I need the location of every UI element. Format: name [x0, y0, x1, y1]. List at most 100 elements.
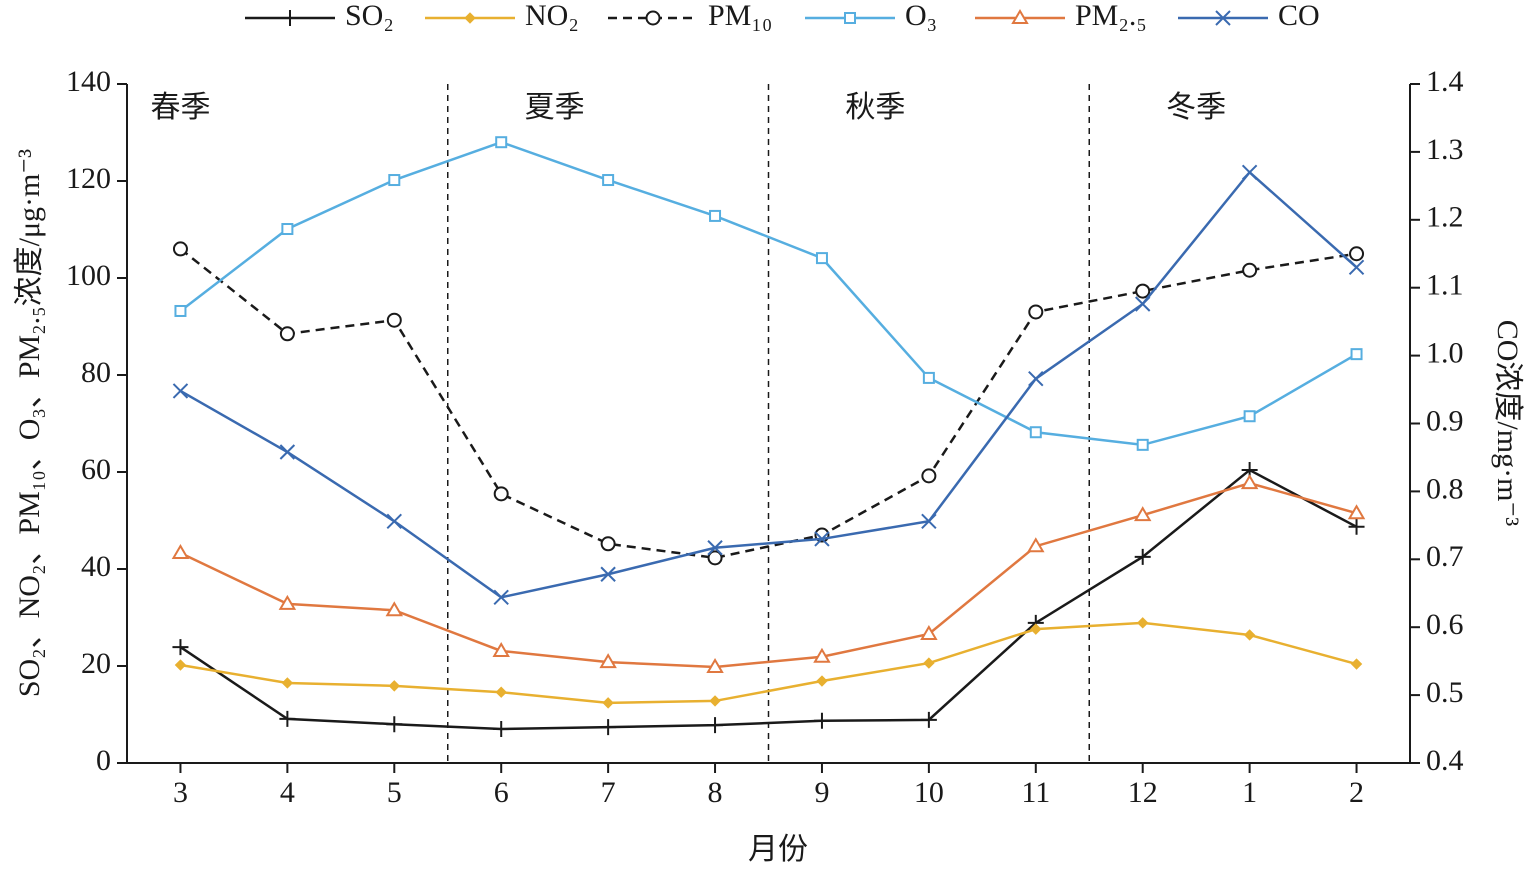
marker	[707, 717, 724, 734]
marker	[1215, 10, 1231, 26]
y2-tick-label: 0.6	[1426, 608, 1464, 641]
marker	[172, 241, 188, 257]
marker	[279, 326, 295, 342]
marker	[921, 513, 937, 529]
series-line	[179, 170, 1358, 599]
marker	[920, 711, 937, 728]
marker	[922, 371, 935, 384]
marker	[1348, 518, 1365, 535]
marker	[464, 12, 476, 24]
y2-tick-label: 1.3	[1426, 133, 1464, 166]
x-tick-label: 5	[387, 776, 402, 809]
marker	[816, 675, 828, 687]
x-tick-label: 2	[1349, 776, 1364, 809]
y2-tick-label: 0.7	[1426, 540, 1464, 573]
x-tick-label: 3	[173, 776, 188, 809]
marker	[645, 10, 661, 26]
marker	[172, 383, 189, 399]
marker	[1349, 246, 1365, 262]
season-label: 秋季	[845, 91, 905, 124]
legend-label: NO₂	[525, 0, 579, 32]
marker	[602, 174, 615, 187]
series-line	[179, 481, 1357, 669]
x-tick-label: 1	[1242, 776, 1257, 809]
marker	[174, 304, 187, 317]
marker	[388, 174, 401, 187]
marker	[1028, 304, 1044, 320]
marker	[493, 486, 509, 502]
marker	[1028, 370, 1044, 387]
marker	[282, 10, 298, 26]
marker	[1030, 623, 1042, 635]
x-tick-label: 8	[708, 776, 723, 809]
marker	[707, 550, 723, 566]
marker	[1137, 617, 1149, 629]
marker	[281, 223, 294, 236]
x-tick-label: 9	[814, 776, 829, 809]
marker	[1243, 410, 1256, 423]
marker	[388, 680, 400, 692]
legend-label: PM₂.₅	[1075, 0, 1147, 32]
marker	[709, 209, 722, 222]
marker	[1243, 629, 1256, 641]
marker	[1027, 537, 1045, 553]
y2-tick-label: 0.9	[1426, 404, 1464, 437]
marker	[599, 653, 617, 669]
x-axis-label: 月份	[748, 833, 808, 866]
x-tick-label: 10	[914, 776, 944, 809]
marker	[1029, 426, 1042, 439]
y2-tick-label: 1.2	[1426, 201, 1464, 234]
marker	[921, 468, 937, 484]
season-label: 冬季	[1166, 91, 1226, 124]
marker	[492, 641, 510, 657]
marker	[709, 695, 721, 707]
marker	[174, 659, 187, 671]
legend-label: PM₁₀	[708, 0, 772, 32]
y-tick-label: 20	[81, 647, 111, 680]
marker	[386, 312, 402, 328]
x-tick-label: 11	[1021, 776, 1050, 809]
y-tick-label: 80	[81, 356, 111, 389]
marker	[706, 657, 724, 673]
y-tick-label: 0	[96, 744, 111, 777]
marker	[1135, 296, 1151, 312]
y-tick-label: 140	[66, 65, 111, 98]
y-tick-label: 100	[66, 259, 111, 292]
x-tick-label: 7	[601, 776, 616, 809]
marker	[1348, 259, 1365, 276]
marker	[495, 136, 508, 149]
marker	[1350, 348, 1363, 361]
marker	[1133, 506, 1152, 522]
marker	[707, 540, 723, 556]
marker	[172, 639, 189, 656]
marker	[600, 536, 616, 552]
marker	[813, 712, 830, 729]
y2-tick-label: 1.0	[1426, 336, 1464, 369]
marker	[920, 625, 938, 640]
marker	[1135, 283, 1151, 299]
marker	[279, 710, 296, 727]
y2-tick-label: 1.4	[1426, 65, 1464, 98]
marker	[493, 721, 510, 738]
legend-label: O₃	[905, 0, 937, 32]
marker	[923, 657, 935, 669]
series-line	[179, 140, 1358, 447]
marker	[814, 531, 830, 547]
series-line	[179, 247, 1357, 560]
marker	[171, 544, 190, 559]
y-tick-label: 60	[81, 453, 111, 486]
x-tick-label: 4	[280, 776, 295, 809]
series-line	[180, 621, 1357, 705]
marker	[279, 444, 296, 460]
marker	[386, 716, 403, 733]
x-tick-label: 6	[494, 776, 509, 809]
marker	[495, 686, 507, 698]
marker	[1134, 548, 1151, 565]
season-label: 夏季	[525, 91, 585, 124]
marker	[1350, 658, 1363, 670]
marker	[600, 566, 616, 582]
marker	[1136, 438, 1149, 451]
marker	[600, 719, 617, 736]
marker	[278, 594, 297, 610]
